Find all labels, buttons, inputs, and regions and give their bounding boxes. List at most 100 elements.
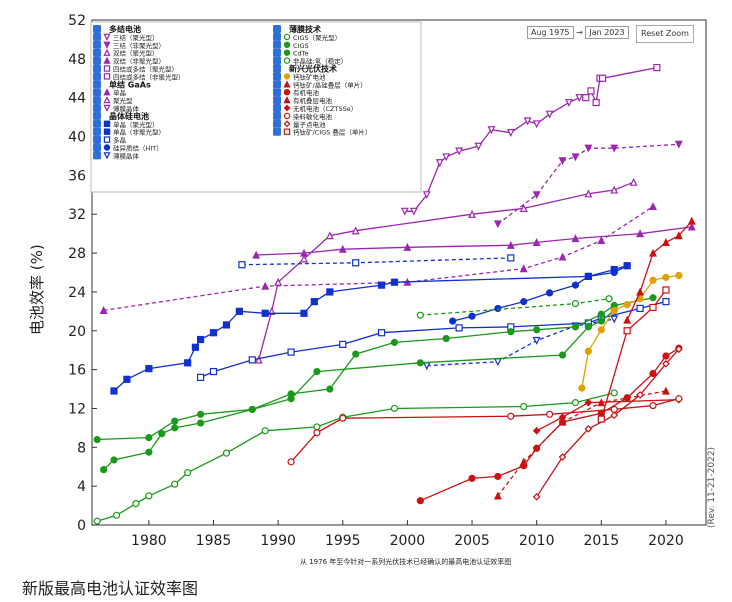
reset-zoom-button[interactable]: Reset Zoom: [636, 25, 694, 43]
legend-item[interactable]: 薄膜晶体: [93, 151, 140, 160]
checkbox[interactable]: [93, 96, 101, 105]
checkbox[interactable]: [93, 25, 101, 33]
legend-item[interactable]: 钙钛矿/晶硅叠层（单片）: [273, 80, 367, 89]
data-point: [283, 73, 291, 80]
data-point: [662, 286, 670, 294]
legend-item-label: CIGS（聚光型）: [293, 33, 341, 42]
checkbox[interactable]: [93, 135, 101, 144]
legend-item[interactable]: CIGS: [273, 40, 309, 50]
data-point: [248, 405, 256, 414]
legend-item-label: 薄膜晶体: [113, 151, 140, 160]
series-line: [290, 398, 680, 463]
legend-item[interactable]: 量子点电池: [273, 119, 326, 129]
legend-item[interactable]: 双结（非聚光型）: [93, 56, 165, 66]
data-point: [532, 191, 541, 200]
legend-item[interactable]: CIGS（聚光型）: [273, 32, 341, 42]
checkbox[interactable]: [93, 80, 101, 89]
checkbox[interactable]: [93, 48, 101, 57]
data-point: [653, 63, 661, 72]
legend-item[interactable]: CdTe: [273, 48, 309, 58]
legend-item[interactable]: 钙钛矿/CIGS 叠层（单片）: [273, 127, 371, 137]
checkbox[interactable]: [273, 40, 281, 49]
checkbox[interactable]: [273, 48, 281, 57]
legend-item[interactable]: 无机电池（CZTSSe）: [273, 104, 357, 113]
checkbox[interactable]: [93, 32, 101, 41]
data-point: [649, 294, 657, 302]
checkbox[interactable]: [273, 72, 281, 81]
series-3: [254, 177, 638, 364]
legend-item[interactable]: 双结（聚光型）: [93, 48, 159, 58]
y-tick-label: 44: [68, 91, 86, 107]
data-point: [675, 395, 683, 403]
x-tick-label: 1985: [196, 533, 232, 549]
checkbox[interactable]: [273, 88, 281, 97]
legend-item[interactable]: 钙钛矿电池: [273, 72, 326, 81]
checkbox[interactable]: [93, 127, 101, 136]
legend-item[interactable]: 染料敏化电池: [273, 111, 333, 121]
checkbox[interactable]: [273, 119, 281, 128]
data-point: [571, 299, 580, 308]
checkbox[interactable]: [273, 32, 281, 41]
checkbox[interactable]: [93, 143, 101, 152]
legend-group-title: 晶体硅电池: [109, 111, 149, 121]
series-0: [582, 63, 661, 107]
data-point: [578, 384, 586, 392]
data-point: [390, 278, 399, 286]
legend-item[interactable]: 四结或多结（非聚光型）: [93, 72, 185, 81]
data-point: [636, 391, 644, 399]
legend-item[interactable]: 三结（聚光型）: [93, 32, 159, 42]
range-arrow: →: [576, 28, 583, 37]
checkbox[interactable]: [93, 119, 101, 128]
legend-item-label: 单晶（非聚光型）: [113, 128, 165, 137]
checkbox[interactable]: [273, 127, 281, 136]
legend-item[interactable]: 非晶硅:氢（稳定）: [273, 56, 347, 66]
legend-group: 薄膜技术: [273, 24, 321, 34]
checkbox[interactable]: [273, 96, 281, 105]
legend-item-label: 多晶: [113, 136, 126, 145]
data-point: [310, 298, 318, 306]
checkbox[interactable]: [93, 40, 101, 49]
legend-item[interactable]: 单晶（非聚光型）: [93, 127, 165, 137]
range-end[interactable]: Jan 2023: [585, 26, 629, 39]
legend-item[interactable]: 四结或多结（聚光型）: [93, 64, 178, 74]
data-point: [283, 49, 291, 56]
legend-item[interactable]: 单晶: [93, 88, 126, 97]
data-point: [352, 259, 360, 267]
data-point: [287, 395, 295, 403]
data-point: [351, 226, 360, 235]
checkbox[interactable]: [273, 80, 281, 89]
checkbox[interactable]: [93, 151, 101, 160]
checkbox[interactable]: [273, 64, 281, 73]
legend-item[interactable]: 聚光型: [93, 96, 133, 105]
data-point: [558, 157, 567, 166]
data-point: [474, 142, 483, 151]
legend-box: [90, 21, 422, 193]
checkbox[interactable]: [273, 111, 281, 120]
legend-item[interactable]: 硅异质结（HIT）: [93, 143, 163, 153]
checkbox[interactable]: [93, 72, 101, 81]
data-point: [93, 435, 101, 444]
data-point: [326, 288, 334, 296]
data-point: [254, 355, 263, 364]
checkbox[interactable]: [93, 56, 101, 65]
chart-caption: 从 1976 年至今针对一系列光伏技术已经确认的最高电池认证效率图: [300, 558, 512, 566]
checkbox[interactable]: [93, 104, 101, 112]
series-line: [241, 257, 511, 266]
checkbox[interactable]: [93, 111, 101, 120]
checkbox[interactable]: [273, 25, 281, 33]
data-point: [468, 209, 477, 218]
checkbox[interactable]: [93, 88, 101, 97]
legend-item[interactable]: 有机叠层电池: [273, 96, 333, 105]
legend-item[interactable]: 单晶（聚光型）: [93, 119, 159, 129]
data-point: [103, 41, 111, 49]
range-start[interactable]: Aug 1975: [527, 26, 574, 39]
legend-item[interactable]: 有机电池: [273, 88, 320, 97]
legend-item[interactable]: 薄膜晶体: [93, 104, 140, 113]
data-point: [687, 222, 696, 231]
checkbox[interactable]: [273, 104, 281, 112]
checkbox[interactable]: [273, 56, 281, 65]
data-point: [416, 359, 424, 367]
legend-item[interactable]: 三结（非聚光型）: [93, 40, 165, 50]
checkbox[interactable]: [93, 64, 101, 73]
legend-item[interactable]: 多晶: [93, 135, 126, 145]
